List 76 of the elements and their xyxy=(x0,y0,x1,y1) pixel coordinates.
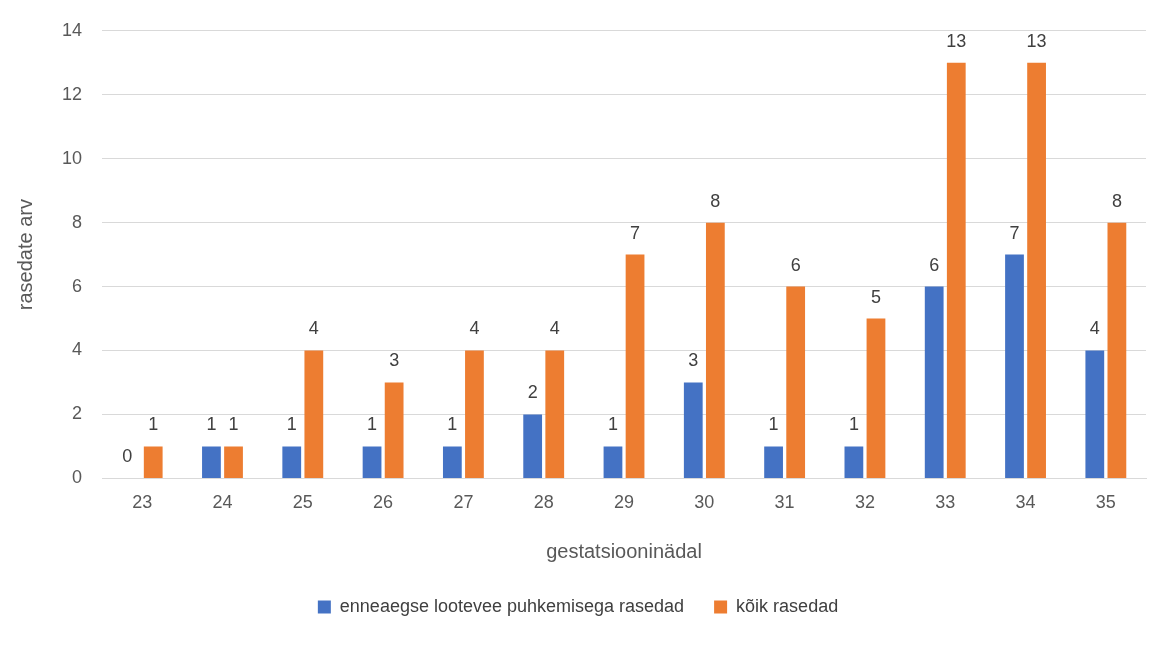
bar xyxy=(282,446,302,478)
x-tick-label: 29 xyxy=(614,492,635,513)
bar xyxy=(946,62,966,478)
data-label: 4 xyxy=(549,318,560,339)
data-label: 3 xyxy=(389,350,400,371)
x-tick-label: 32 xyxy=(854,492,875,513)
bar xyxy=(844,446,864,478)
bar xyxy=(465,350,484,478)
data-label: 1 xyxy=(228,414,239,435)
data-label: 1 xyxy=(367,414,378,435)
data-label: 4 xyxy=(469,318,480,339)
legend-label: kõik rasedad xyxy=(736,595,839,616)
x-tick-label: 30 xyxy=(694,492,715,513)
data-label: 1 xyxy=(848,414,859,435)
bar xyxy=(202,446,221,478)
y-tick-label: 0 xyxy=(72,467,83,488)
x-tick-label: 34 xyxy=(1015,492,1036,513)
bar xyxy=(603,446,623,478)
x-axis-title: gestatsiooninädal xyxy=(546,539,702,562)
data-label: 3 xyxy=(688,350,699,371)
data-label: 7 xyxy=(1009,222,1020,243)
data-label: 1 xyxy=(286,414,297,435)
data-label: 4 xyxy=(1089,318,1100,339)
data-label: 2 xyxy=(527,382,538,403)
bar xyxy=(362,446,382,478)
y-tick-label: 14 xyxy=(61,19,83,40)
x-tick-label: 35 xyxy=(1095,492,1116,513)
x-tick-label: 28 xyxy=(533,492,554,513)
data-label: 6 xyxy=(929,254,940,275)
x-tick-label: 26 xyxy=(373,492,394,513)
data-label: 8 xyxy=(1111,190,1122,211)
data-label: 13 xyxy=(1026,30,1047,51)
data-label: 4 xyxy=(308,318,319,339)
data-label: 1 xyxy=(768,414,779,435)
bar xyxy=(705,222,725,478)
bar xyxy=(304,350,324,478)
data-label: 13 xyxy=(946,30,967,51)
bar xyxy=(143,446,163,478)
y-tick-label: 2 xyxy=(72,403,83,424)
bar xyxy=(1085,350,1105,478)
y-tick-label: 8 xyxy=(72,211,83,232)
bar xyxy=(384,382,404,478)
bar xyxy=(625,254,645,478)
data-label: 1 xyxy=(206,414,217,435)
y-tick-label: 4 xyxy=(72,339,83,360)
legend-label: enneaegse lootevee puhkemisega rasedad xyxy=(339,595,685,616)
data-label: 1 xyxy=(148,414,159,435)
bar xyxy=(924,286,944,478)
bar xyxy=(786,286,806,478)
y-tick-label: 10 xyxy=(61,147,83,168)
bar xyxy=(1027,62,1046,478)
x-tick-label: 23 xyxy=(132,492,153,513)
bar xyxy=(866,318,886,478)
bar xyxy=(545,350,565,478)
data-label: 5 xyxy=(870,286,881,307)
data-label: 8 xyxy=(710,190,721,211)
bar xyxy=(1107,222,1127,478)
data-label: 1 xyxy=(447,414,458,435)
bar xyxy=(523,414,543,478)
data-label: 6 xyxy=(790,254,801,275)
bar xyxy=(1005,254,1024,478)
y-tick-label: 12 xyxy=(61,83,83,104)
y-axis-title: rasedate arv xyxy=(13,199,36,311)
x-tick-label: 27 xyxy=(453,492,474,513)
bar xyxy=(442,446,462,478)
x-tick-label: 33 xyxy=(935,492,956,513)
bar xyxy=(224,446,243,478)
x-tick-label: 31 xyxy=(774,492,795,513)
data-label: 0 xyxy=(122,446,133,467)
bar xyxy=(764,446,783,478)
data-label: 7 xyxy=(630,222,641,243)
bar xyxy=(683,382,703,478)
x-tick-label: 25 xyxy=(292,492,313,513)
x-tick-label: 24 xyxy=(212,492,233,513)
data-label: 1 xyxy=(607,414,618,435)
y-tick-label: 6 xyxy=(72,275,83,296)
